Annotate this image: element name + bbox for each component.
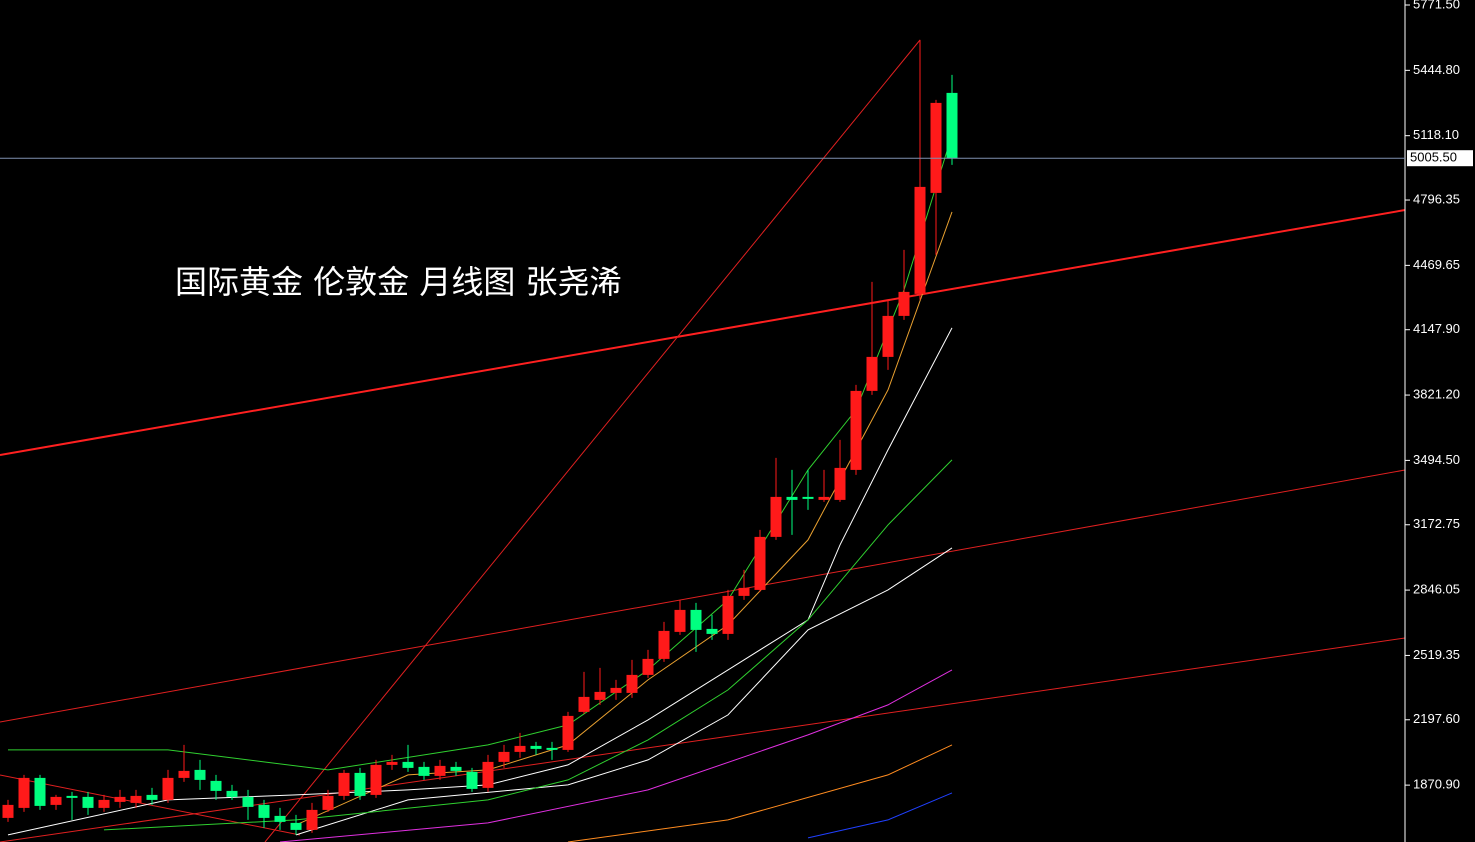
chart-title: 国际黄金 伦敦金 月线图 张尧浠 bbox=[175, 263, 622, 301]
candle-body bbox=[146, 794, 158, 800]
candle-body bbox=[34, 777, 46, 806]
y-tick-label: 2846.05 bbox=[1413, 582, 1460, 597]
trend-line bbox=[0, 209, 1406, 456]
y-tick-label: 1870.90 bbox=[1413, 777, 1460, 792]
trend-line bbox=[0, 774, 301, 836]
candle-body bbox=[370, 764, 382, 795]
candle-body bbox=[402, 761, 414, 768]
y-tick-label: 5444.80 bbox=[1413, 62, 1460, 77]
candle-body bbox=[162, 777, 174, 800]
y-tick-label: 5118.10 bbox=[1413, 127, 1459, 142]
candle-body bbox=[258, 804, 270, 818]
candle-body bbox=[178, 770, 190, 778]
candle-body bbox=[418, 766, 430, 776]
trend-line bbox=[0, 469, 1406, 723]
candle-body bbox=[722, 595, 734, 634]
moving-average bbox=[7, 327, 953, 836]
trend-line bbox=[264, 39, 921, 842]
last-price-box bbox=[1407, 150, 1473, 167]
trend-line bbox=[0, 637, 1406, 842]
candle-body bbox=[338, 772, 350, 796]
last-price-label: 5005.50 bbox=[1410, 150, 1457, 165]
candle-body bbox=[834, 467, 846, 500]
candle-body bbox=[2, 804, 14, 818]
y-tick-label: 4469.65 bbox=[1413, 257, 1460, 272]
candle-body bbox=[754, 536, 766, 590]
candle-body bbox=[802, 496, 814, 499]
candle-body bbox=[242, 796, 254, 807]
moving-average bbox=[295, 547, 953, 836]
moving-average bbox=[103, 459, 953, 831]
candle-body bbox=[66, 795, 78, 798]
moving-average bbox=[567, 744, 953, 842]
candle-body bbox=[114, 796, 126, 802]
candle-body bbox=[706, 628, 718, 634]
candle-body bbox=[354, 772, 366, 796]
candle-body bbox=[866, 356, 878, 391]
candle-body bbox=[194, 769, 206, 780]
candle-body bbox=[322, 795, 334, 810]
candle-body bbox=[850, 390, 862, 470]
candle-body bbox=[898, 291, 910, 316]
candle-body bbox=[946, 92, 958, 159]
candle-body bbox=[386, 761, 398, 765]
candle-body bbox=[50, 796, 62, 805]
y-tick-label: 4796.35 bbox=[1413, 191, 1460, 206]
candle-body bbox=[450, 766, 462, 771]
y-tick-label: 4147.90 bbox=[1413, 321, 1460, 336]
candle-body bbox=[18, 777, 30, 808]
candle-body bbox=[82, 796, 94, 808]
candle-body bbox=[98, 799, 110, 808]
candle-body bbox=[626, 674, 638, 693]
candle-body bbox=[738, 587, 750, 596]
candle-body bbox=[594, 691, 606, 700]
moving-average bbox=[8, 134, 953, 771]
moving-average bbox=[807, 792, 953, 839]
y-tick-label: 3821.20 bbox=[1413, 386, 1460, 401]
candle-body bbox=[290, 822, 302, 830]
candle-body bbox=[770, 496, 782, 537]
candle-body bbox=[210, 780, 222, 791]
candle-body bbox=[226, 790, 238, 797]
candle-body bbox=[306, 809, 318, 830]
y-tick-label: 2197.60 bbox=[1413, 711, 1460, 726]
candle-body bbox=[786, 496, 798, 500]
y-tick-label: 3172.75 bbox=[1413, 516, 1460, 531]
candle-body bbox=[498, 751, 510, 762]
candle-body bbox=[658, 630, 670, 659]
candle-body bbox=[578, 696, 590, 712]
candle-body bbox=[466, 771, 478, 789]
candle-body bbox=[882, 315, 894, 357]
candle-body bbox=[610, 687, 622, 693]
candle-body bbox=[130, 795, 142, 803]
candle-body bbox=[818, 496, 830, 500]
candle-body bbox=[930, 102, 942, 193]
candle-body bbox=[546, 747, 558, 750]
candle-body bbox=[674, 609, 686, 632]
moving-average bbox=[279, 669, 953, 842]
candle-body bbox=[914, 186, 926, 294]
candle-body bbox=[434, 765, 446, 776]
candle-body bbox=[562, 715, 574, 750]
candle-body bbox=[482, 761, 494, 788]
y-tick-label: 2519.35 bbox=[1413, 647, 1460, 662]
candle-body bbox=[530, 745, 542, 749]
candle-body bbox=[274, 815, 286, 822]
candle-body bbox=[690, 609, 702, 630]
candle-body bbox=[642, 658, 654, 675]
y-tick-label: 3494.50 bbox=[1413, 452, 1460, 467]
candle-body bbox=[514, 745, 526, 752]
y-tick-label: 5771.50 bbox=[1413, 0, 1460, 11]
